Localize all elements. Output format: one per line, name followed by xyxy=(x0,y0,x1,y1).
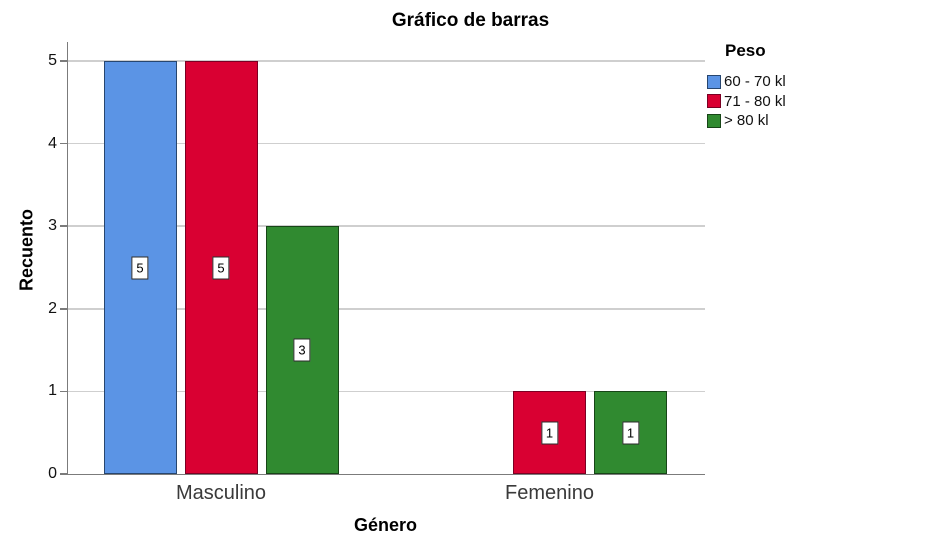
legend-title: Peso xyxy=(725,41,766,60)
bar-value-label: 1 xyxy=(621,421,640,445)
gridline xyxy=(68,225,705,227)
legend-item-label: 71 - 80 kl xyxy=(724,92,786,110)
y-tick-label: 5 xyxy=(48,52,57,69)
bar-value-label: 5 xyxy=(131,256,149,279)
legend-swatch xyxy=(707,113,721,128)
y-tick-label: 1 xyxy=(48,382,57,400)
y-tick-label: 3 xyxy=(48,217,57,235)
legend-item-label: > 80 kl xyxy=(724,112,769,130)
legend-item: > 80 kl xyxy=(707,111,786,131)
gridline xyxy=(68,60,705,62)
y-axis-tick xyxy=(59,60,67,62)
y-tick-label: 0 xyxy=(48,465,57,482)
plot-area: 0 1 2 3 4 5 5 5 3 Masculino 1 1 Femenino xyxy=(48,42,705,504)
y-axis-title: Recuento xyxy=(16,208,37,292)
legend-swatch xyxy=(707,94,721,109)
bar-value-label: 3 xyxy=(293,338,311,362)
x-axis-title: Género xyxy=(353,515,418,535)
bar xyxy=(184,61,258,474)
legend-swatch xyxy=(707,74,721,89)
y-axis-tick xyxy=(59,390,67,393)
bar-value-label: 5 xyxy=(212,256,230,279)
bar-value-label: 1 xyxy=(540,421,559,445)
legend-item: 60 - 70 kl xyxy=(707,72,786,92)
y-axis-tick xyxy=(59,308,67,310)
legend-item: 71 - 80 kl xyxy=(707,92,786,112)
gridline xyxy=(68,390,705,393)
y-tick-label: 2 xyxy=(48,299,57,317)
legend: Peso 60 - 70 kl 71 - 80 kl > 80 kl xyxy=(707,41,786,131)
x-category-label: Masculino xyxy=(175,482,267,504)
y-axis-tick xyxy=(59,142,67,145)
x-category-label: Femenino xyxy=(505,482,594,504)
legend-items: 60 - 70 kl 71 - 80 kl > 80 kl xyxy=(707,72,786,131)
gridline xyxy=(68,308,705,310)
y-tick-label: 4 xyxy=(48,134,57,152)
chart-title: Gráfico de barras xyxy=(391,10,550,31)
y-axis-tick xyxy=(59,225,67,227)
legend-item-label: 60 - 70 kl xyxy=(724,73,786,91)
y-axis-tick xyxy=(59,473,67,475)
gridline xyxy=(68,142,705,145)
